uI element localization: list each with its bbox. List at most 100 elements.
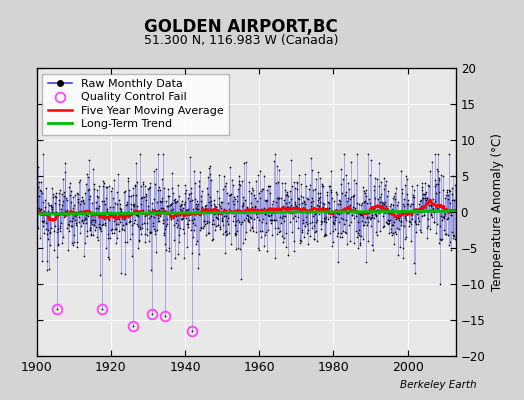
Point [410,194,418,200]
Point [303,207,311,214]
Point [211,227,219,234]
Point [85,157,93,164]
Point [192,201,200,207]
Point [423,225,431,231]
Point [198,188,206,194]
Point [269,210,277,216]
Point [420,191,428,198]
Point [368,214,376,220]
Point [261,229,270,235]
Point [71,216,79,223]
Point [104,254,112,260]
Point [187,184,195,191]
Point [329,239,337,246]
Point [128,231,136,237]
Point [409,186,418,193]
Point [346,238,355,245]
Point [230,212,238,219]
Point [295,201,303,207]
Point [200,220,209,227]
Point [185,191,193,197]
Point [333,233,341,240]
Point [73,239,81,245]
Point [95,221,104,227]
Point [112,226,121,232]
Point [97,198,106,204]
Point [105,235,114,241]
Point [115,216,123,222]
Point [59,234,68,240]
Point [48,185,56,191]
Point [256,209,265,216]
Point [67,188,75,194]
Point [168,200,176,206]
Point [193,203,201,209]
Point [450,197,458,204]
Point [257,208,266,214]
Point [340,204,348,211]
Point [181,215,190,221]
Point [116,270,125,276]
Point [94,183,103,190]
Point [103,214,112,220]
Point [145,215,154,222]
Point [230,194,238,200]
Point [430,151,439,158]
Point [133,178,141,185]
Point [416,198,424,204]
Point [409,192,417,198]
Point [403,201,412,208]
Point [255,190,263,196]
Point [214,215,222,222]
Point [45,202,53,208]
Point [225,192,234,198]
Point [431,183,439,190]
Point [435,189,444,196]
Point [51,210,60,217]
Point [284,252,292,258]
Point [117,215,126,222]
Point [86,225,95,232]
Point [324,182,333,189]
Point [309,212,317,219]
Point [56,228,64,234]
Point [154,218,162,224]
Point [401,182,410,188]
Point [49,191,57,198]
Point [217,217,226,223]
Point [366,216,374,222]
Point [220,206,228,212]
Point [397,222,406,228]
Point [162,220,171,227]
Point [444,215,452,221]
Point [268,232,276,238]
Point [406,208,414,215]
Point [449,190,457,197]
Point [193,206,201,212]
Point [283,204,292,210]
Point [143,219,151,226]
Point [235,173,243,179]
Point [144,186,152,192]
Point [256,228,264,234]
Point [351,205,359,211]
Point [118,214,127,220]
Point [375,160,384,166]
Point [134,223,143,229]
Point [136,226,144,232]
Point [89,217,97,223]
Point [130,220,138,227]
Point [211,210,219,217]
Point [410,206,419,212]
Point [318,181,326,188]
Point [384,188,392,194]
Point [106,210,114,216]
Point [362,187,370,193]
Point [260,211,269,217]
Point [106,208,115,215]
Legend: Raw Monthly Data, Quality Control Fail, Five Year Moving Average, Long-Term Tren: Raw Monthly Data, Quality Control Fail, … [42,74,230,135]
Point [433,168,442,174]
Point [402,216,410,223]
Point [290,178,298,185]
Point [125,218,133,225]
